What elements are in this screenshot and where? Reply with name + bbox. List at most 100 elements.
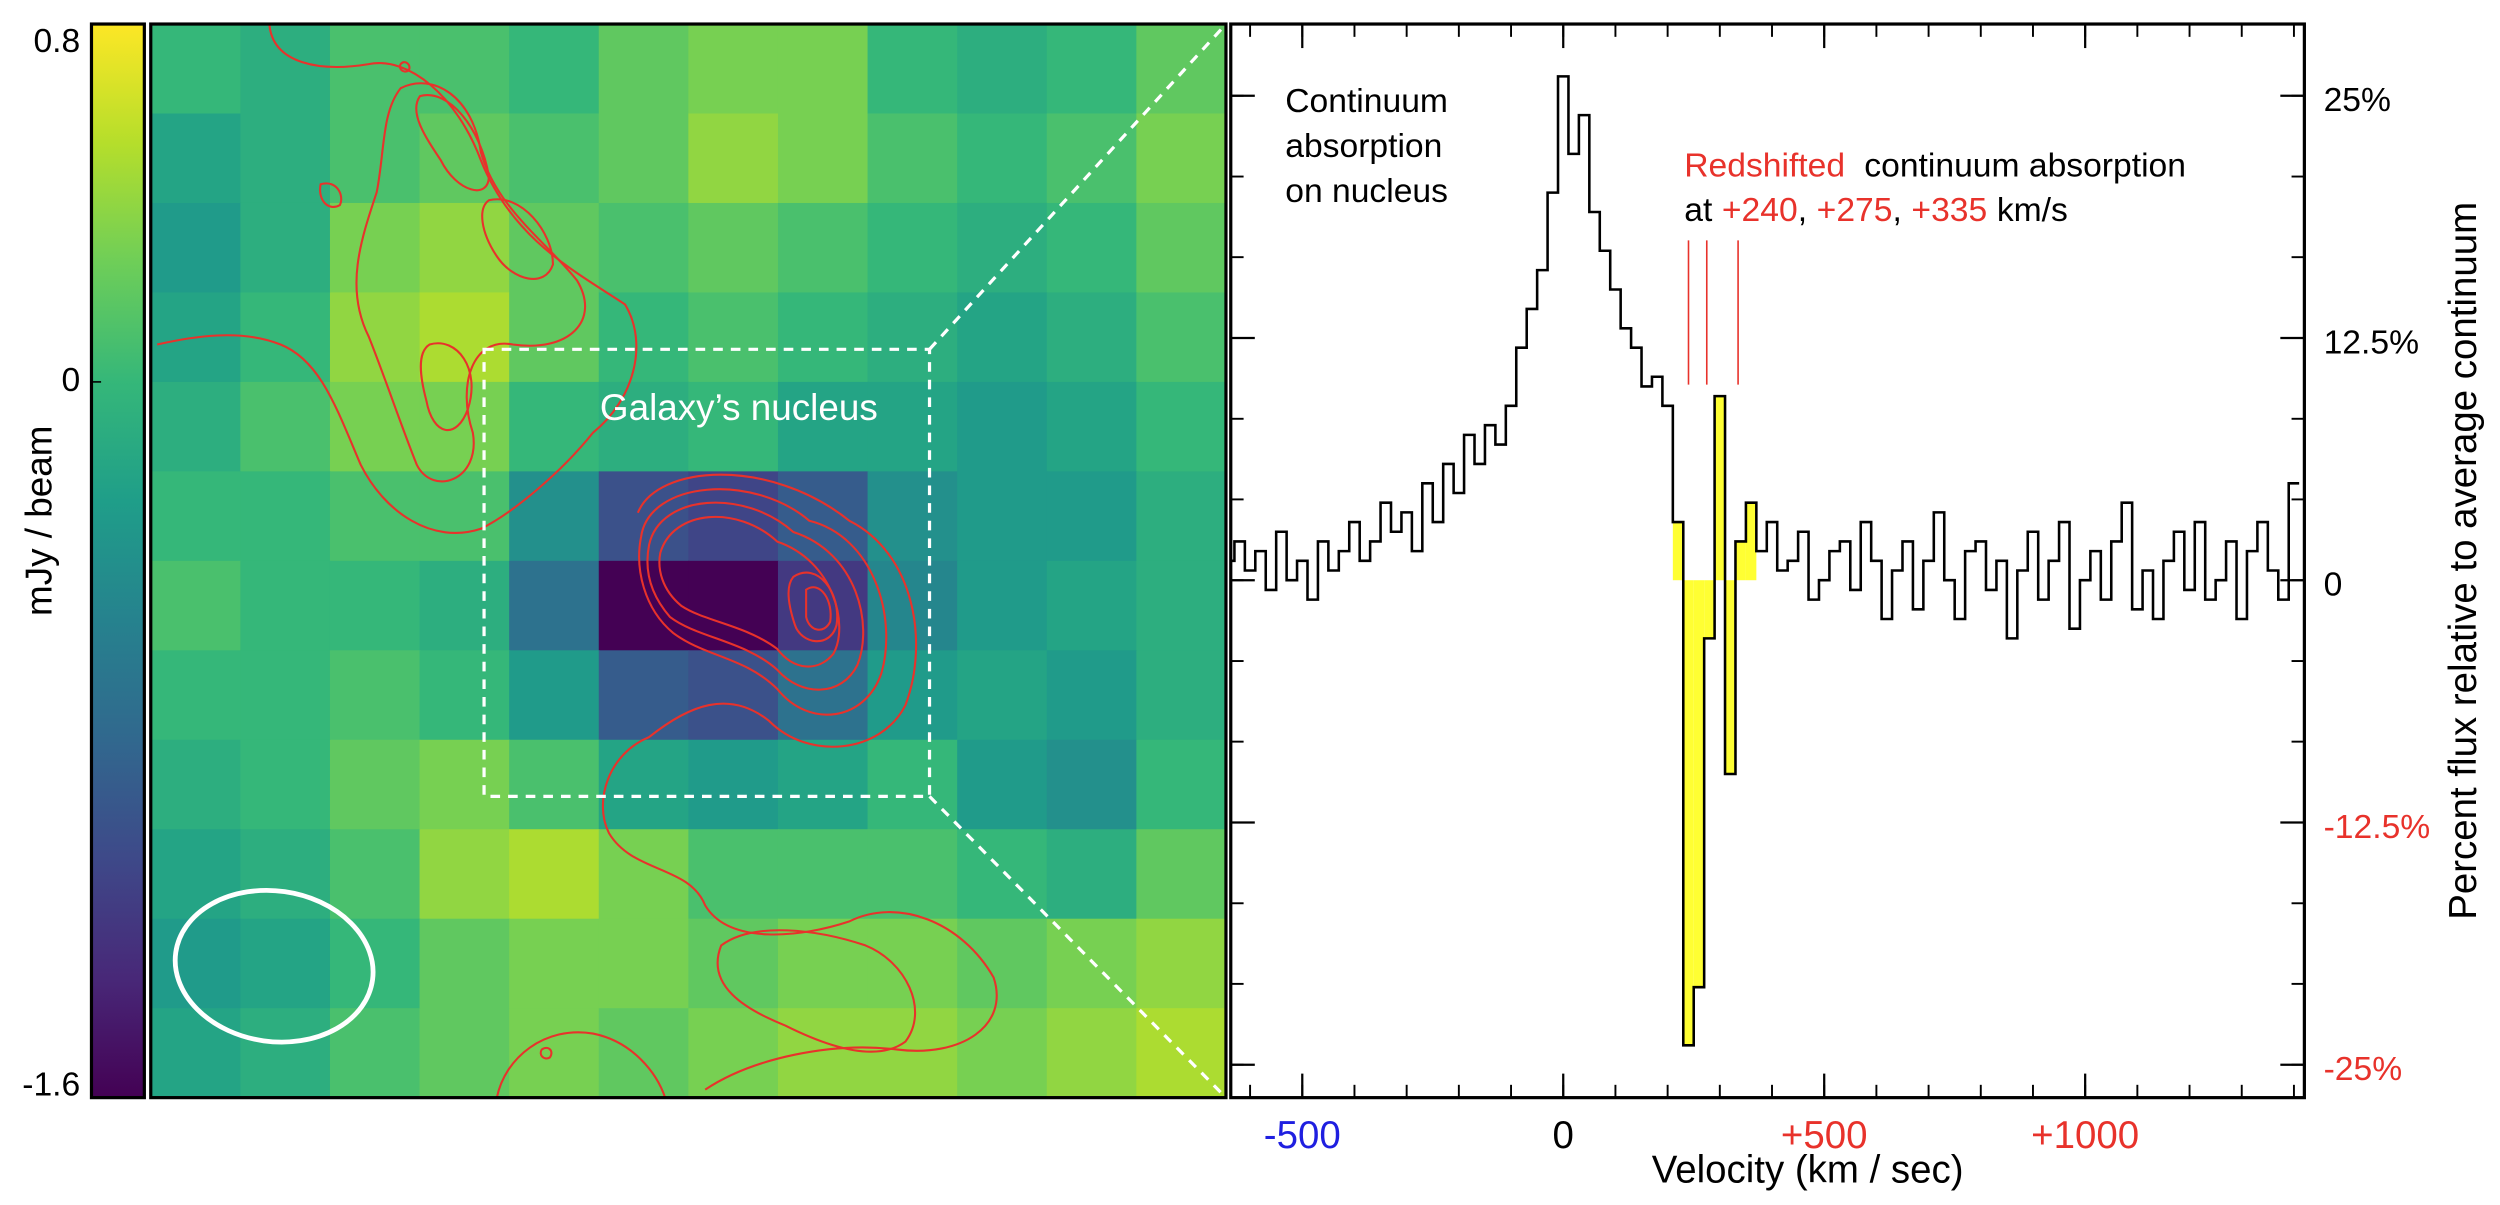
note-suffix: km/s bbox=[1997, 192, 2068, 229]
contour bbox=[495, 1031, 667, 1098]
image-frame bbox=[149, 22, 1228, 1100]
heatmap-cell bbox=[419, 202, 511, 294]
heatmap-cell bbox=[957, 113, 1048, 204]
absorption-fill bbox=[1693, 580, 1705, 988]
heatmap-cell bbox=[1046, 739, 1138, 831]
absorption-fill bbox=[1745, 502, 1757, 581]
heatmap-cell bbox=[688, 24, 779, 115]
note-line: absorption bbox=[1285, 128, 1442, 165]
contour bbox=[658, 515, 841, 668]
absorption-fill bbox=[1704, 580, 1715, 639]
absorption-fill bbox=[1683, 580, 1694, 1046]
heatmap-cell bbox=[688, 829, 779, 920]
contour bbox=[419, 342, 473, 431]
y-axis-label: Percent flux relative to average continu… bbox=[2442, 202, 2485, 920]
heatmap-cell bbox=[329, 292, 421, 383]
heatmap-cell bbox=[240, 381, 331, 473]
note-rest: continuum absorption bbox=[1864, 147, 2186, 184]
colorbar-tick-label: 0 bbox=[62, 362, 81, 399]
heatmap bbox=[150, 24, 1226, 1098]
absorption-fill bbox=[1735, 541, 1746, 581]
heatmap-cell bbox=[1136, 560, 1226, 652]
zoom-box bbox=[482, 347, 932, 798]
heatmap-cell bbox=[419, 24, 511, 115]
heatmap-cell bbox=[957, 1008, 1048, 1098]
heatmap-cell bbox=[419, 292, 511, 383]
heatmap-cell bbox=[688, 292, 779, 383]
heatmap-cell bbox=[777, 918, 869, 1010]
separator: , bbox=[1892, 192, 1901, 229]
heatmap-cell bbox=[688, 650, 779, 741]
heatmap-cell bbox=[150, 381, 242, 473]
heatmap-cell bbox=[150, 739, 242, 831]
heatmap-cell bbox=[150, 1008, 242, 1098]
y-tick-label: -25% bbox=[2324, 1051, 2403, 1088]
heatmap-cell bbox=[598, 471, 690, 562]
heatmap-cell bbox=[509, 292, 600, 383]
x-tick-label: +1000 bbox=[2031, 1114, 2139, 1157]
heatmap-cell bbox=[1046, 381, 1138, 473]
heatmap-cell bbox=[509, 650, 600, 741]
heatmap-cell bbox=[329, 650, 421, 741]
x-tick-label: 0 bbox=[1553, 1114, 1574, 1157]
heatmap-cell bbox=[419, 650, 511, 741]
heatmap-cell bbox=[240, 1008, 331, 1098]
contours bbox=[156, 24, 998, 1098]
contour bbox=[638, 488, 888, 716]
heatmap-cell bbox=[867, 381, 959, 473]
heatmap-cell bbox=[1046, 560, 1138, 652]
heatmap-cell bbox=[688, 739, 779, 831]
spectrum-line bbox=[1230, 75, 2300, 1047]
heatmap-cell bbox=[419, 829, 511, 920]
note-line: Continuum bbox=[1285, 83, 1448, 120]
heatmap-cell bbox=[419, 560, 511, 652]
heatmap-cell bbox=[329, 918, 421, 1010]
heatmap-cell bbox=[957, 202, 1048, 294]
heatmap-cell bbox=[419, 381, 511, 473]
heatmap-cell bbox=[777, 650, 869, 741]
heatmap-cell bbox=[240, 202, 331, 294]
heatmap-cell bbox=[240, 918, 331, 1010]
heatmap-cell bbox=[1136, 471, 1226, 562]
heatmap-cell bbox=[509, 471, 600, 562]
heatmap-cell bbox=[598, 739, 690, 831]
heatmap-cell bbox=[867, 113, 959, 204]
heatmap-cell bbox=[957, 560, 1048, 652]
heatmap-cell bbox=[1136, 829, 1226, 920]
heatmap-cell bbox=[1136, 113, 1226, 204]
heatmap-cell bbox=[957, 292, 1048, 383]
heatmap-cell bbox=[150, 113, 242, 204]
heatmap-cell bbox=[1046, 202, 1138, 294]
note-lead: Redshifted bbox=[1684, 147, 1845, 184]
plot-area bbox=[1230, 75, 2300, 1047]
heatmap-cell bbox=[957, 471, 1048, 562]
y-tick-label: 25% bbox=[2324, 82, 2391, 119]
colorbar bbox=[89, 22, 146, 1100]
zoom-line bbox=[928, 22, 1228, 351]
heatmap-cell bbox=[777, 1008, 869, 1098]
absorption-fill bbox=[1672, 522, 1684, 581]
heatmap-cell bbox=[777, 113, 869, 204]
heatmap-cell bbox=[1136, 650, 1226, 741]
contour bbox=[156, 24, 638, 534]
heatmap-cell bbox=[1046, 650, 1138, 741]
heatmap-cell bbox=[1136, 202, 1226, 294]
heatmap-cell bbox=[777, 292, 869, 383]
heatmap-cell bbox=[329, 560, 421, 652]
spectrum bbox=[1230, 24, 2305, 1098]
note-text: at +240, +275, +335 km/s bbox=[1684, 192, 2068, 229]
contour bbox=[646, 501, 865, 691]
heatmap-cell bbox=[688, 113, 779, 204]
note-text: Redshifted continuum absorption bbox=[1684, 147, 2186, 184]
heatmap-cell bbox=[688, 202, 779, 294]
y-tick-label: 0 bbox=[2324, 567, 2343, 604]
heatmap-cell bbox=[598, 1008, 690, 1098]
heatmap-cell bbox=[688, 560, 779, 652]
x-tick-label: -500 bbox=[1264, 1114, 1341, 1157]
heatmap-cell bbox=[150, 24, 242, 115]
note-prefix: at bbox=[1684, 192, 1713, 229]
heatmap-cell bbox=[957, 24, 1048, 115]
contour bbox=[805, 586, 832, 631]
